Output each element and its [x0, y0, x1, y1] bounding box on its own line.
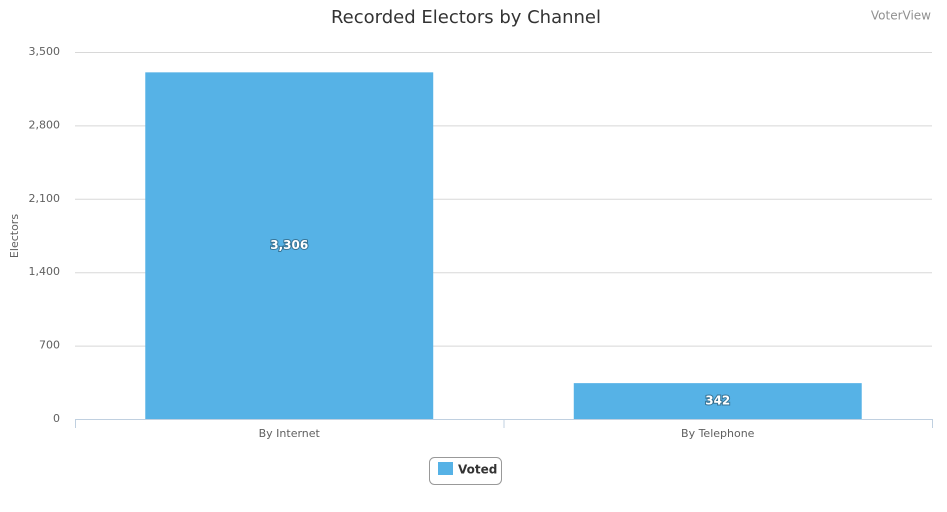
y-tick-label: 2,800: [29, 118, 61, 131]
bar: [573, 383, 862, 419]
y-tick-label: 3,500: [29, 45, 61, 58]
data-label: 3,306: [270, 238, 308, 252]
x-tick-label: By Telephone: [681, 427, 755, 440]
x-tick-label: By Internet: [259, 427, 321, 440]
credit[interactable]: VoterView: [871, 9, 931, 23]
y-axis-label: Electors: [8, 214, 21, 258]
bar: [145, 72, 434, 419]
y-tick-label: 2,100: [29, 192, 61, 205]
data-label: 342: [705, 394, 730, 408]
y-tick-label: 1,400: [29, 265, 61, 278]
legend-swatch[interactable]: [438, 462, 453, 475]
y-tick-label: 700: [39, 339, 60, 352]
chart-title: Recorded Electors by Channel: [331, 7, 601, 28]
legend-label[interactable]: Voted: [458, 463, 497, 477]
y-tick-label: 0: [53, 412, 60, 425]
